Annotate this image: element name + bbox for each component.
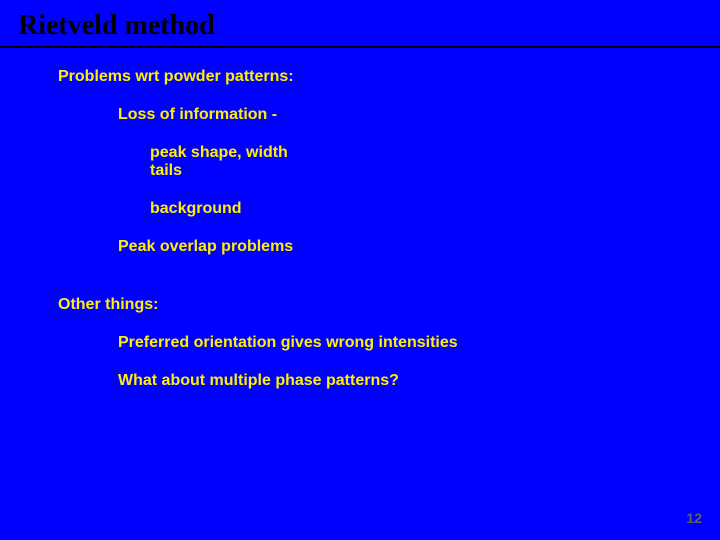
section1-sub2: tails [150,162,720,180]
slide-title: Rietveld method [0,0,720,46]
section1-heading: Problems wrt powder patterns: [58,68,720,86]
section2-item2: What about multiple phase patterns? [118,372,720,390]
section2-heading: Other things: [58,296,720,314]
slide-content: Problems wrt powder patterns: Loss of in… [0,68,720,390]
section2-item1: Preferred orientation gives wrong intens… [118,334,720,352]
page-number: 12 [686,510,702,526]
section1-item2: Peak overlap problems [118,238,720,256]
section1-sub1: peak shape, width [150,144,720,162]
section1-sub3: background [150,200,720,218]
title-underline [0,46,720,48]
section1-item1: Loss of information - [118,106,720,124]
